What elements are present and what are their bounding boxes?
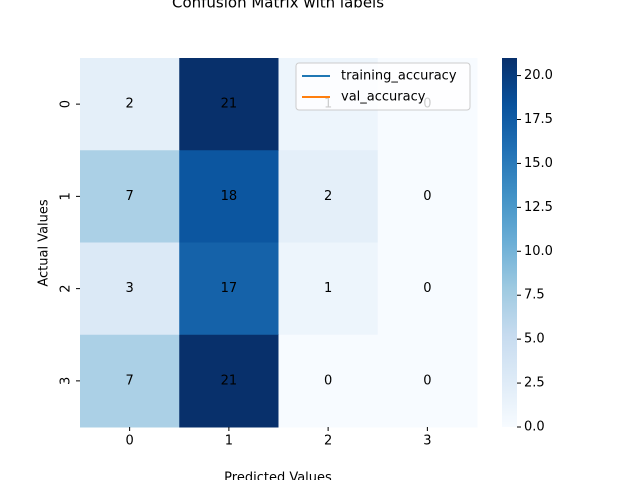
cell <box>80 58 180 151</box>
cell <box>278 242 379 336</box>
colorbar-tick-label: 2.5 <box>524 376 545 391</box>
colorbar <box>502 58 517 427</box>
x-tick-label: 2 <box>324 434 332 449</box>
x-tick-label: 0 <box>125 434 133 449</box>
legend: training_accuracy val_accuracy <box>295 62 471 111</box>
cell-label: 21 <box>221 373 238 388</box>
cell-label: 7 <box>125 189 133 204</box>
x-tick-label: 1 <box>225 434 233 449</box>
heatmap: 22110718203171072100 <box>80 58 478 428</box>
cell-label: 7 <box>125 373 133 388</box>
cell <box>179 242 279 336</box>
colorbar-tick-label: 0.0 <box>524 420 545 435</box>
cell-label: 18 <box>221 189 238 204</box>
y-tick-label: 2 <box>59 284 74 292</box>
colorbar-tick-label: 17.5 <box>524 112 553 127</box>
colorbar-tick-label: 5.0 <box>524 332 545 347</box>
colorbar-tick-label: 20.0 <box>524 68 553 83</box>
cell <box>179 58 279 151</box>
y-axis-label: Actual Values <box>37 199 52 287</box>
x-tick-label: 3 <box>423 434 431 449</box>
colorbar-tick-label: 10.0 <box>524 244 553 259</box>
cell <box>80 150 180 243</box>
cell <box>80 242 180 336</box>
legend-label: training_accuracy <box>341 69 457 84</box>
cell <box>179 334 279 428</box>
cell-label: 17 <box>221 281 238 296</box>
colorbar-tick-label: 7.5 <box>524 288 545 303</box>
x-axis-label: Predicted Values <box>224 471 332 480</box>
cell-label: 2 <box>125 97 133 112</box>
legend-label: val_accuracy <box>341 90 426 105</box>
cell-label: 0 <box>324 373 332 388</box>
cell <box>278 334 379 428</box>
cell <box>278 150 379 243</box>
cell <box>377 334 478 428</box>
cell-label: 0 <box>423 281 431 296</box>
y-tick-label: 0 <box>59 100 74 108</box>
legend-box <box>295 62 471 111</box>
y-tick-label: 3 <box>59 377 74 385</box>
cell <box>80 334 180 428</box>
colorbar-tick-label: 15.0 <box>524 156 553 171</box>
cell <box>377 242 478 336</box>
cell <box>179 150 279 243</box>
y-tick-label: 1 <box>59 192 74 200</box>
cell-label: 0 <box>423 189 431 204</box>
cell-label: 21 <box>221 97 238 112</box>
cell-label: 3 <box>125 281 133 296</box>
chart-title: Confusion Matrix with labels <box>172 0 384 12</box>
cell-label: 1 <box>324 281 332 296</box>
cell-label: 0 <box>423 373 431 388</box>
colorbar-tick-label: 12.5 <box>524 200 553 215</box>
cell-label: 2 <box>324 189 332 204</box>
cell <box>377 150 478 243</box>
